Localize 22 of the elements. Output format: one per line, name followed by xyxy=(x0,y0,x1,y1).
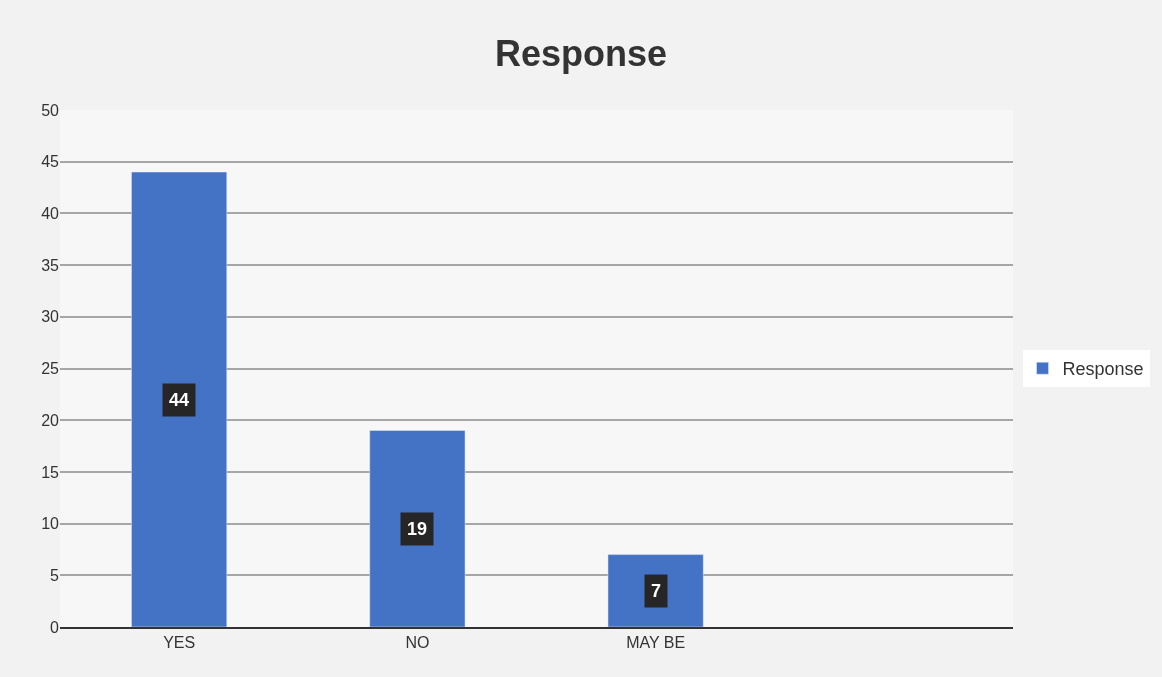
bar xyxy=(369,430,466,627)
y-tick-label: 0 xyxy=(50,618,60,636)
y-tick-label: 5 xyxy=(50,566,60,584)
x-tick-label: NO xyxy=(405,634,430,652)
y-tick-label: 35 xyxy=(41,256,60,274)
data-label: 19 xyxy=(407,519,428,539)
bar xyxy=(131,171,228,627)
y-tick-label: 30 xyxy=(41,308,60,326)
y-tick-label: 25 xyxy=(41,360,60,378)
legend-label: Response xyxy=(1062,359,1144,380)
chart-title: Response xyxy=(494,32,668,74)
data-label: 7 xyxy=(651,581,662,601)
y-tick-label: 15 xyxy=(41,463,60,481)
bar xyxy=(607,554,704,627)
x-tick-label: MAY BE xyxy=(626,634,686,652)
y-tick-label: 50 xyxy=(41,101,60,119)
y-tick-label: 20 xyxy=(41,411,60,429)
x-tick-label: YES xyxy=(163,634,196,652)
y-tick-label: 45 xyxy=(41,153,60,171)
data-label: 44 xyxy=(169,390,190,410)
y-tick-label: 40 xyxy=(41,205,60,222)
y-tick-label: 10 xyxy=(41,515,60,533)
